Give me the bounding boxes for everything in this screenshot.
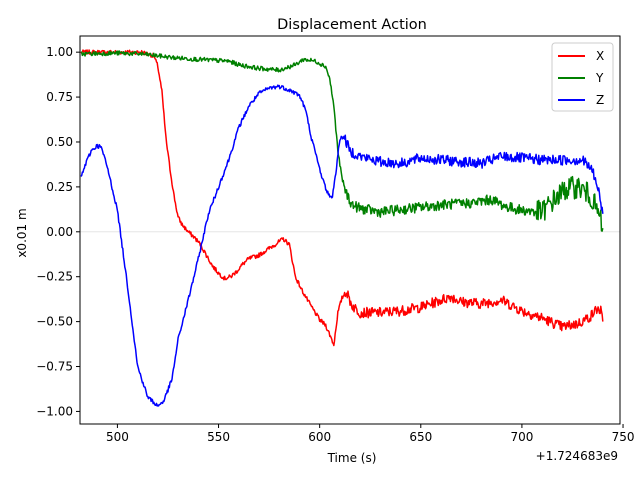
axes-ticks: 500 550 600 650 700 750 1.00 0.75 0.50 0.25 0.00 −0… — [36, 35, 635, 444]
x-axis-offset-label: +1.724683e9 — [536, 449, 618, 463]
x-tick-label: 700 — [510, 430, 533, 444]
y-tick-label: 0.25 — [46, 180, 73, 194]
y-tick-label: 0.50 — [46, 135, 73, 149]
x-tick-label: 500 — [106, 430, 129, 444]
legend-label-x: X — [596, 49, 604, 63]
series-line-x — [80, 49, 604, 347]
x-tick-label: 550 — [207, 430, 230, 444]
x-tick-label: 650 — [409, 430, 432, 444]
x-tick-label: 600 — [308, 430, 331, 444]
y-tick-label: 0.75 — [46, 90, 73, 104]
plot-area — [80, 49, 620, 407]
legend-label-y: Y — [595, 71, 604, 85]
y-tick-label: −0.50 — [36, 315, 73, 329]
y-tick-label: 0.00 — [46, 225, 73, 239]
series-line-z — [80, 84, 604, 407]
chart-title: Displacement Action — [277, 17, 427, 33]
y-axis-label: x0.01 m — [15, 208, 29, 257]
x-axis-label: Time (s) — [327, 451, 377, 465]
legend: XYZ — [551, 42, 614, 112]
series-line-y — [80, 50, 604, 232]
y-tick-label: −0.25 — [36, 270, 73, 284]
y-tick-label: −1.00 — [36, 404, 73, 418]
axes-frame — [79, 35, 621, 425]
y-tick-label: 1.00 — [46, 45, 73, 59]
legend-label-z: Z — [596, 93, 604, 107]
y-tick-label: −0.75 — [36, 360, 73, 374]
x-tick-label: 750 — [612, 430, 635, 444]
